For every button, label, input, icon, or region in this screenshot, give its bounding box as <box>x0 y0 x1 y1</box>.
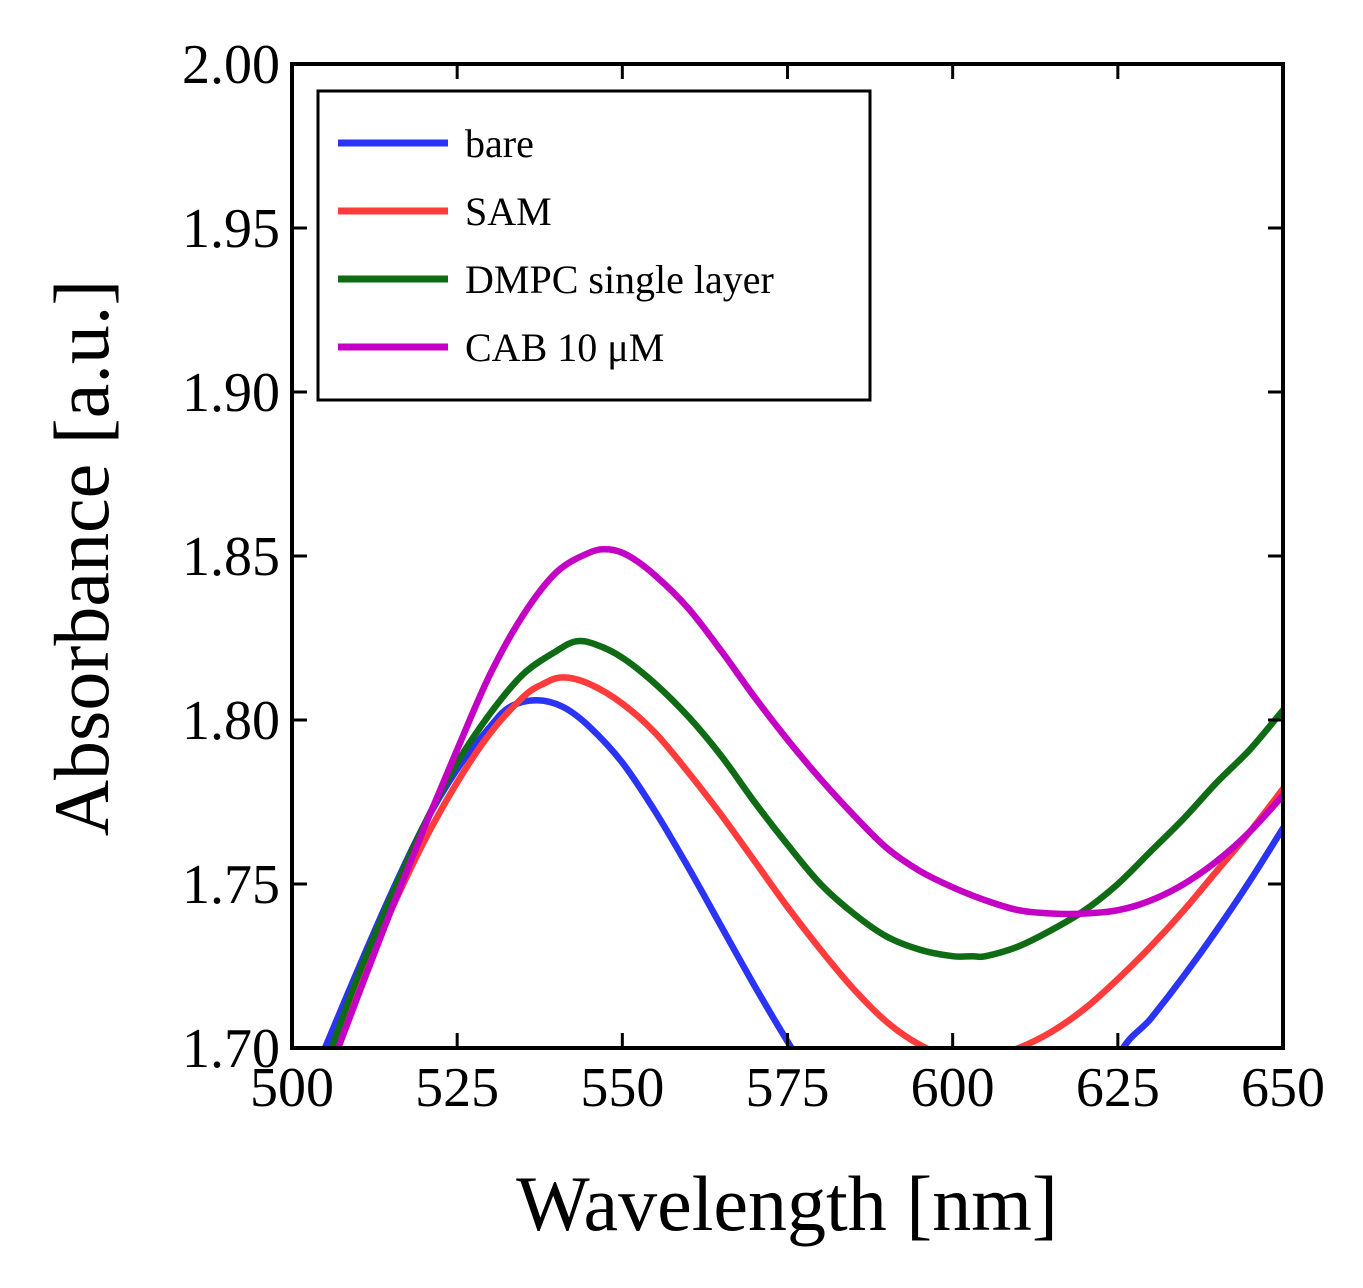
x-axis-title: Wavelength [nm] <box>516 1160 1058 1247</box>
legend-label: SAM <box>465 189 552 234</box>
y-tick-label: 1.95 <box>182 198 280 260</box>
legend-label: DMPC single layer <box>465 257 774 302</box>
x-tick-label: 625 <box>1076 1057 1160 1119</box>
x-tick-label: 525 <box>415 1057 499 1119</box>
y-axis-title: Absorbance [a.u.] <box>38 280 125 837</box>
series-layer <box>321 545 1283 1048</box>
y-tick-label: 1.75 <box>182 854 280 916</box>
legend-label: CAB 10 μM <box>465 325 664 370</box>
x-tick-label: 650 <box>1241 1057 1325 1119</box>
x-tick-label: 600 <box>911 1057 995 1119</box>
y-tick-label: 1.80 <box>182 690 280 752</box>
y-tick-label: 1.85 <box>182 526 280 588</box>
series-line-dmpc-single-layer <box>328 637 1283 1048</box>
legend: bare SAM DMPC single layer CAB 10 μM <box>316 89 872 402</box>
x-tick-label: 550 <box>580 1057 664 1119</box>
tick-labels-layer: 500 525 550 575 600 625 650 1.70 1.75 1.80 1.85 1.9… <box>182 34 1325 1119</box>
y-tick-label: 1.90 <box>182 362 280 424</box>
legend-label: bare <box>465 121 534 166</box>
y-tick-label: 1.70 <box>182 1018 280 1080</box>
x-tick-label: 500 <box>250 1057 334 1119</box>
series-line-cab-10-m <box>334 545 1283 1048</box>
x-tick-label: 575 <box>746 1057 830 1119</box>
y-tick-label: 2.00 <box>182 34 280 96</box>
series-line-bare <box>321 697 1283 1048</box>
legend-items: bare SAM DMPC single layer CAB 10 μM <box>338 121 774 370</box>
ticks-layer <box>292 64 1283 1048</box>
series-line-sam <box>330 674 1283 1048</box>
